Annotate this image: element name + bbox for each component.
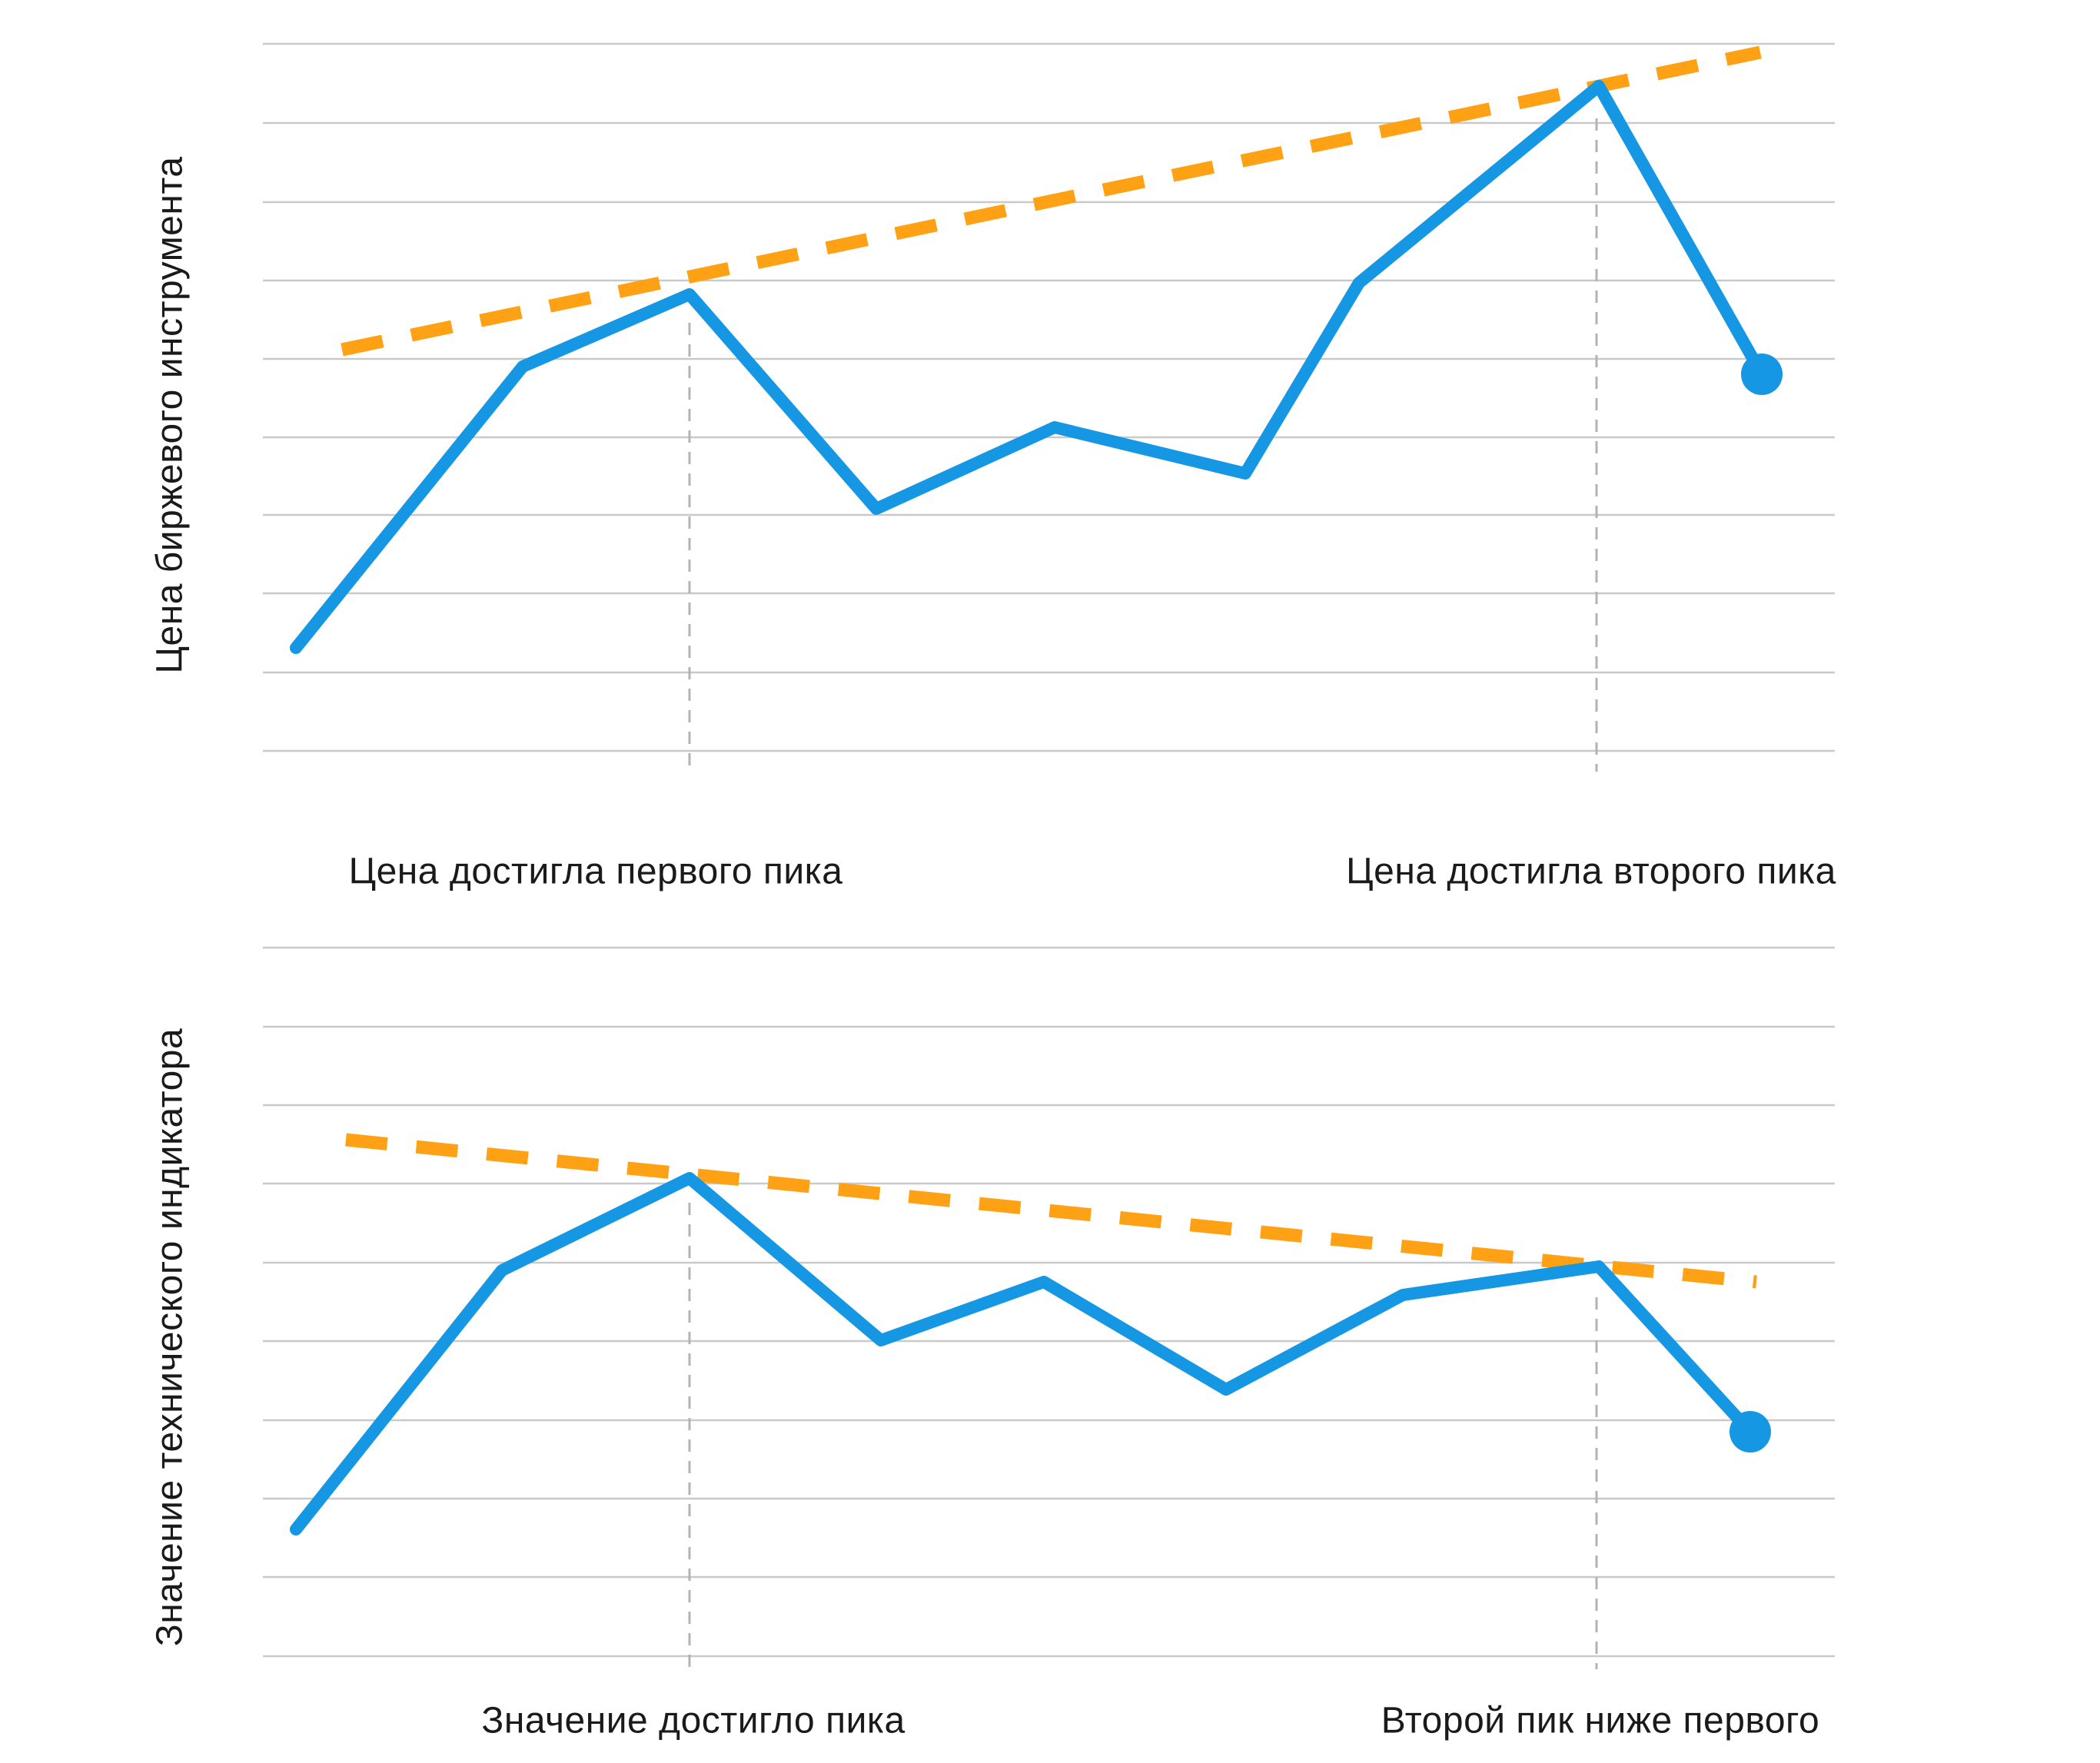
- price-chart: [263, 42, 1835, 772]
- top-chart-y-axis-label: Цена биржевого инструмента: [149, 156, 191, 674]
- annotation-indicator-second-peak-lower: Второй пик ниже первого: [1381, 1700, 1820, 1741]
- indicator-line: [290, 1172, 1756, 1536]
- indicator-chart-end-point-marker: [1730, 1411, 1771, 1453]
- rising-trendline: [341, 45, 1762, 357]
- annotation-price-first-peak: Цена достигла первого пика: [348, 851, 843, 892]
- annotation-indicator-peak: Значение достигло пика: [481, 1700, 905, 1741]
- price-chart-end-point-marker: [1741, 354, 1783, 395]
- indicator-chart: [263, 946, 1835, 1669]
- falling-trendline: [345, 1133, 1757, 1289]
- annotation-price-second-peak: Цена достигла второго пика: [1346, 851, 1836, 892]
- price-line: [290, 80, 1768, 654]
- bottom-chart-y-axis-label: Значение технического индикатора: [149, 1028, 191, 1647]
